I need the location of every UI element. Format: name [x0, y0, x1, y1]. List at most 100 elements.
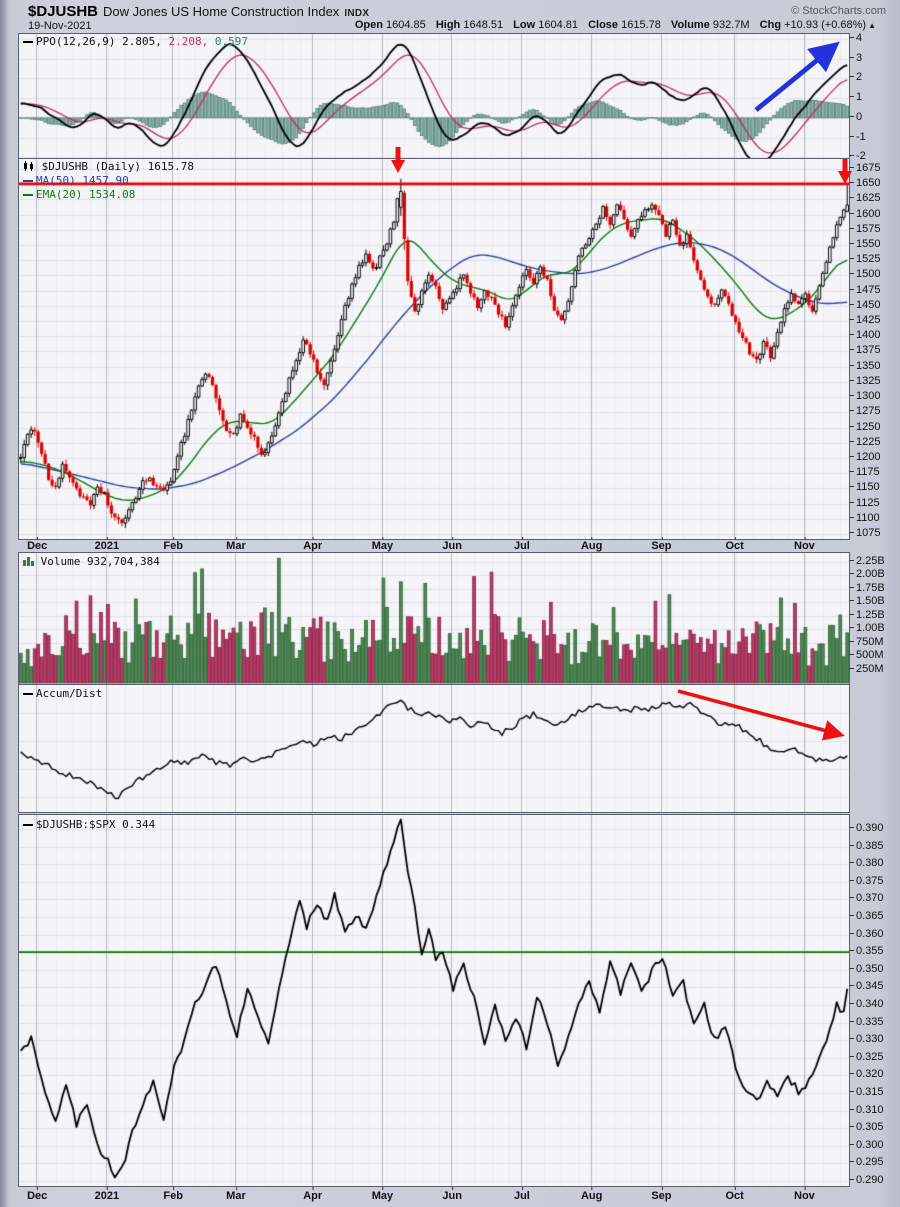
- ppo-signal-value: 2.208,: [168, 35, 209, 48]
- open-value: 1604.85: [386, 19, 426, 31]
- y-axis-label: 1500: [849, 268, 880, 280]
- price-panel: $DJUSHB (Daily) 1615.78 MA(50) 1457.90 E…: [18, 158, 850, 540]
- accdist-panel: Accum/Dist: [18, 684, 850, 813]
- y-axis-label: 3: [849, 52, 862, 64]
- y-axis-label: 0.355: [849, 945, 884, 957]
- y-axis-label: 1225: [849, 436, 880, 448]
- ppo-plot: [19, 34, 849, 159]
- y-axis-label: 1.50B: [849, 595, 885, 607]
- y-axis-label: 1250: [849, 421, 880, 433]
- y-axis-label: 500M: [849, 649, 884, 661]
- ppo-line-swatch: [23, 41, 33, 43]
- y-axis-label: 2.00B: [849, 568, 885, 580]
- y-axis-label: 0.305: [849, 1121, 884, 1133]
- price-legend-symbol: $DJUSHB (Daily): [41, 160, 141, 173]
- x-axis-month-label: May: [371, 1187, 394, 1202]
- y-axis-label: 250M: [849, 663, 884, 675]
- y-axis-label: 1275: [849, 405, 880, 417]
- y-axis-label: 0.360: [849, 928, 884, 940]
- volume-legend: Volume 932,704,384: [23, 555, 160, 569]
- ratio-plot: [19, 815, 849, 1186]
- y-axis-label: 0.345: [849, 980, 884, 992]
- y-axis-label: 0.375: [849, 875, 884, 887]
- y-axis-label: 1.00B: [849, 622, 885, 634]
- ema20-legend: EMA(20) 1534.08: [23, 188, 135, 202]
- y-axis-label: 0.365: [849, 910, 884, 922]
- x-axis-month-label: 2021: [94, 537, 120, 552]
- y-axis-label: 1100: [849, 512, 880, 524]
- y-axis-label: 1400: [849, 329, 880, 341]
- close-label: Close: [588, 19, 619, 31]
- price-legend: $DJUSHB (Daily) 1615.78: [23, 160, 194, 174]
- y-axis-label: 1425: [849, 314, 880, 326]
- y-axis-label: -1: [849, 131, 866, 143]
- x-axis-month-label: Jul: [513, 1187, 530, 1202]
- y-axis-label: 1125: [849, 497, 880, 509]
- x-axis-month-label: Mar: [226, 537, 246, 552]
- red-down-arrow-nov: [838, 159, 852, 184]
- x-axis-month-label: May: [371, 537, 394, 552]
- x-axis-month-label: Feb: [163, 1187, 183, 1202]
- y-axis-label: 1675: [849, 162, 880, 174]
- x-axis-month-label: Nov: [794, 1187, 815, 1202]
- x-axis-month-label: Jun: [442, 1187, 462, 1202]
- x-axis-month-label: Jul: [513, 537, 530, 552]
- exchange-label: INDX: [344, 8, 370, 19]
- symbol-name: Dow Jones US Home Construction Index: [103, 4, 340, 19]
- y-axis-label: 0.290: [849, 1174, 884, 1186]
- y-axis-label: 4: [849, 32, 862, 44]
- y-axis-label: 1575: [849, 223, 880, 235]
- y-axis-label: 0.340: [849, 998, 884, 1010]
- y-axis-label: 1350: [849, 360, 880, 372]
- ppo-hist-value: 0.597: [214, 35, 248, 48]
- ppo-legend: PPO(12,26,9) 2.805, 2.208, 0.597: [23, 35, 248, 49]
- x-axis-month-label: Feb: [163, 537, 183, 552]
- x-axis-month-label: Apr: [303, 1187, 323, 1202]
- chg-value: +10.93 (+0.68%): [784, 19, 867, 31]
- x-axis-month-label: Nov: [794, 537, 815, 552]
- volume-value: 932.7M: [712, 19, 750, 31]
- ratio-legend-label: $DJUSHB:$SPX 0.344: [36, 818, 156, 831]
- accdist-swatch: [23, 693, 33, 695]
- high-label: High: [435, 19, 461, 31]
- ema20-legend-label: EMA(20) 1534.08: [36, 188, 136, 201]
- x-axis-month-label: Oct: [725, 1187, 744, 1202]
- y-axis-label: 0.310: [849, 1104, 884, 1116]
- y-axis-label: 1650: [849, 177, 880, 189]
- ppo-legend-label: PPO(12,26,9): [36, 35, 116, 48]
- price-legend-value: 1615.78: [147, 160, 194, 173]
- symbol: $DJUSHB: [28, 3, 99, 20]
- x-axis-month-label: Aug: [580, 537, 603, 552]
- low-value: 1604.81: [538, 19, 578, 31]
- y-axis-label: 1: [849, 91, 862, 103]
- y-axis-label: 1075: [849, 527, 880, 539]
- y-axis-label: -2: [849, 150, 866, 162]
- ma50-swatch: [23, 180, 33, 182]
- y-axis-label: 1625: [849, 192, 880, 204]
- quote-strip: Open 1604.85 High 1648.51 Low 1604.81 Cl…: [348, 19, 876, 31]
- y-axis-label: 0.385: [849, 840, 884, 852]
- x-axis-month-label: Sep: [651, 1187, 672, 1202]
- volume-legend-label: Volume: [40, 555, 81, 568]
- y-axis-label: 0.370: [849, 892, 884, 904]
- y-axis-label: 0.315: [849, 1086, 884, 1098]
- accdist-legend: Accum/Dist: [23, 687, 102, 701]
- y-axis-label: 1.75B: [849, 582, 885, 594]
- blue-up-arrow-ppo: [754, 41, 840, 112]
- y-axis-label: 1300: [849, 390, 880, 402]
- y-axis-label: 1325: [849, 375, 880, 387]
- y-axis-label: 1.25B: [849, 609, 885, 621]
- chart-date: 19-Nov-2021: [28, 20, 92, 32]
- volume-label: Volume: [670, 19, 710, 31]
- y-axis-label: 0.350: [849, 963, 884, 975]
- y-axis-label: 0.300: [849, 1139, 884, 1151]
- stockcharts-credit: © StockCharts.com: [791, 5, 886, 17]
- y-axis-label: 750M: [849, 636, 884, 648]
- chg-label: Chg: [759, 19, 782, 31]
- x-axis-month-label: Mar: [226, 1187, 246, 1202]
- x-axis-month-label: Dec: [27, 1187, 48, 1202]
- red-down-arrow-accdist: [677, 689, 845, 741]
- y-axis-label: 1150: [849, 481, 880, 493]
- y-axis-label: 1375: [849, 344, 880, 356]
